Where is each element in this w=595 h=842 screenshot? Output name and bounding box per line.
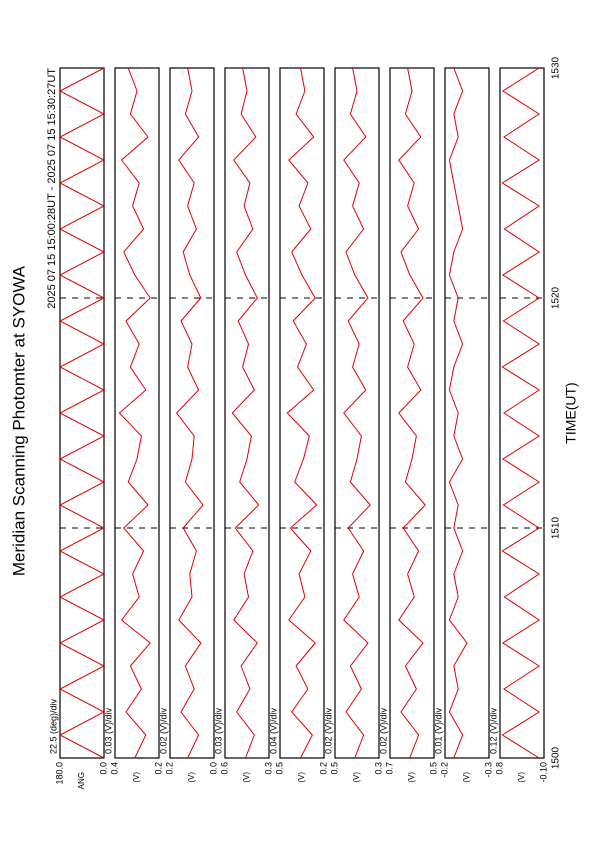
data-line <box>448 67 468 759</box>
x-tick-label: 1530 <box>551 56 562 79</box>
x-axis-label: TIME(UT) <box>563 382 579 443</box>
chart-subtitle: 2025 07 15 15:00:28UT - 2025 07 15 15:30… <box>46 68 58 309</box>
data-line <box>501 67 541 759</box>
y-tick-label: 0.5 <box>274 762 284 775</box>
panel-frame <box>224 67 270 759</box>
data-line <box>175 67 204 759</box>
y-axis-label: (V) <box>132 772 141 783</box>
x-tick-label: 1500 <box>551 746 562 769</box>
scale-label: 0.01 (V)/div <box>433 707 443 754</box>
x-tick-label: 1520 <box>551 286 562 309</box>
y-tick-label: 0.6 <box>219 762 229 775</box>
panel-frame <box>334 67 380 759</box>
panel-frame <box>114 67 160 759</box>
scale-label: 0.02 (V)/div <box>378 707 388 754</box>
panel-frame <box>389 67 435 759</box>
y-tick-label: 0.0 <box>208 762 218 775</box>
y-tick-label: -0.2 <box>439 762 449 778</box>
y-tick-label: 0.5 <box>428 762 438 775</box>
data-line <box>343 67 371 759</box>
y-axis-label: (V) <box>187 772 196 783</box>
scale-label: 0.03 (V)/div <box>103 707 113 754</box>
y-axis-label: (V) <box>297 772 306 783</box>
scale-label: 22.5 (deg)/div <box>48 698 58 754</box>
data-line <box>58 67 106 759</box>
data-line <box>231 67 260 759</box>
y-tick-label: 0.2 <box>153 762 163 775</box>
scale-label: 0.02 (V)/div <box>323 707 333 754</box>
y-tick-label: 0.2 <box>164 762 174 775</box>
panel-frame <box>169 67 215 759</box>
x-tick-label: 1510 <box>551 516 562 539</box>
y-tick-label: -0.10 <box>538 762 548 783</box>
y-axis-label: ANG <box>77 772 86 789</box>
y-tick-label: 0.7 <box>384 762 394 775</box>
data-line <box>398 67 426 759</box>
scale-label: 0.04 (V)/div <box>268 707 278 754</box>
y-tick-label: 0.3 <box>263 762 273 775</box>
rotated-chart: Meridian Scanning Photomter at SYOWA 202… <box>9 56 578 789</box>
panel-frame <box>499 67 545 759</box>
y-tick-label: 0.3 <box>373 762 383 775</box>
y-tick-label: 180.0 <box>54 762 64 785</box>
scale-label: 0.03 (V)/div <box>213 707 223 754</box>
y-tick-label: 0.2 <box>318 762 328 775</box>
y-axis-label: (V) <box>517 772 526 783</box>
chart-title: Meridian Scanning Photomter at SYOWA <box>9 265 28 576</box>
scale-label: 0.02 (V)/div <box>158 707 168 754</box>
scale-label: 0.12 (V)/div <box>488 707 498 754</box>
y-tick-label: -0.3 <box>483 762 493 778</box>
y-axis-label: (V) <box>242 772 251 783</box>
panel-frame <box>279 67 325 759</box>
y-tick-label: 0.4 <box>109 762 119 775</box>
y-tick-label: 0.8 <box>494 762 504 775</box>
data-line <box>118 67 151 759</box>
y-axis-label: (V) <box>407 772 416 783</box>
y-tick-label: 0.5 <box>329 762 339 775</box>
y-axis-label: (V) <box>352 772 361 783</box>
data-line <box>286 67 318 759</box>
y-axis-label: (V) <box>462 772 471 783</box>
y-tick-label: 0.0 <box>98 762 108 775</box>
